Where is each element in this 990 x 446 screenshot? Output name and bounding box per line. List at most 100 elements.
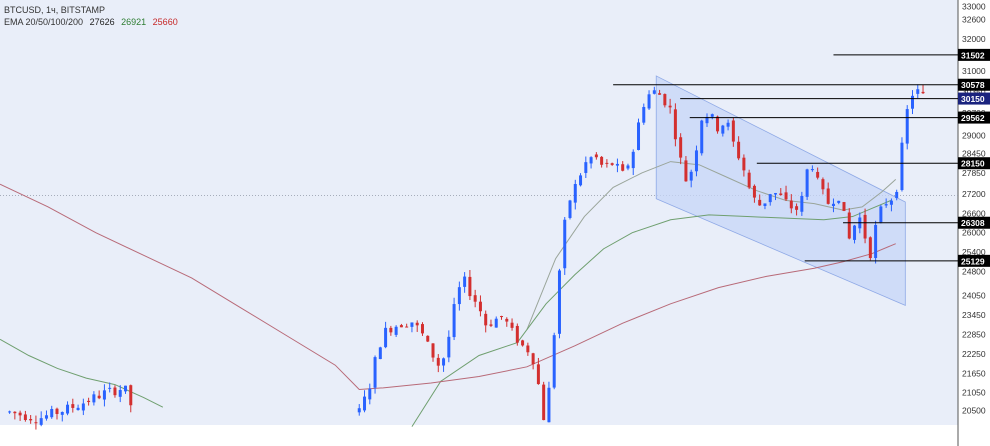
- y-tick-label: 26600: [962, 208, 986, 218]
- candle-body: [768, 194, 772, 203]
- candle-body: [378, 347, 382, 360]
- price-tag-30578: 30578: [961, 80, 985, 90]
- candle-body: [910, 95, 914, 109]
- candle-body: [800, 195, 804, 212]
- candle-body: [76, 407, 80, 411]
- candle-body: [573, 184, 577, 203]
- candle-body: [579, 175, 583, 186]
- ema-20-value: 27626: [89, 17, 115, 27]
- candle-body: [668, 105, 672, 108]
- price-tag-31502: 31502: [961, 50, 985, 60]
- candle-body: [626, 165, 630, 169]
- candle-body: [484, 313, 488, 326]
- candle-body: [81, 403, 85, 411]
- y-tick-label: 22850: [962, 330, 986, 340]
- candle-body: [410, 322, 414, 327]
- candle-body: [758, 199, 762, 206]
- candle-body: [673, 109, 677, 140]
- ema-legend-row: EMA 20/50/100/200 27626 26921 25660: [4, 16, 178, 28]
- price-tag-bg: [958, 48, 990, 61]
- candle-body: [463, 276, 467, 287]
- candle-body: [842, 202, 846, 211]
- candle-body: [129, 385, 133, 406]
- candle-body: [536, 364, 540, 385]
- candle-body: [684, 160, 688, 182]
- candle-body: [442, 358, 446, 366]
- candle-body: [399, 325, 403, 328]
- price-tag-25129: 25129: [961, 256, 985, 266]
- candle-body: [784, 192, 788, 200]
- candle-body: [737, 141, 741, 159]
- y-tick-label: 33000: [962, 1, 986, 11]
- candle-body: [600, 156, 604, 165]
- y-tick-label: 30350: [962, 87, 986, 97]
- candle-body: [97, 395, 101, 399]
- candle-body: [505, 318, 509, 322]
- candle-body: [663, 94, 667, 106]
- candle-body: [826, 188, 830, 204]
- candle-body: [900, 142, 904, 191]
- candle-body: [436, 357, 440, 366]
- candle-body: [647, 94, 651, 109]
- candle-body: [468, 276, 472, 297]
- candle-body: [55, 408, 59, 414]
- candle-body: [66, 404, 70, 414]
- candle-body: [50, 408, 54, 418]
- candle-body: [39, 418, 43, 425]
- candle-body: [563, 219, 567, 269]
- candle-body: [547, 387, 551, 423]
- candle-body: [721, 125, 725, 134]
- y-tick-label: 27850: [962, 168, 986, 178]
- candle-body: [373, 357, 377, 388]
- chart-legend: BTCUSD, 1ч, BITSTAMP EMA 20/50/100/200 2…: [4, 4, 178, 28]
- y-tick-label: 29000: [962, 131, 986, 141]
- candle-body: [605, 162, 609, 164]
- candle-body: [542, 384, 546, 421]
- candle-body: [8, 411, 12, 413]
- candle-body: [363, 396, 367, 411]
- candle-body: [368, 388, 372, 400]
- candle-body: [510, 322, 514, 328]
- price-tag-bg: [958, 92, 990, 105]
- candle-body: [71, 404, 75, 408]
- candle-body: [426, 335, 430, 342]
- candle-body: [610, 163, 614, 165]
- candle-body: [637, 122, 641, 150]
- candle-body: [895, 191, 899, 199]
- candle-body: [60, 412, 64, 415]
- candle-body: [44, 415, 48, 419]
- y-tick-label: 21650: [962, 368, 986, 378]
- candle-body: [594, 154, 598, 158]
- candle-body: [552, 335, 556, 388]
- candle-body: [102, 390, 106, 400]
- candle-body: [837, 200, 841, 203]
- price-tag-bg: [958, 216, 990, 229]
- y-tick-label: 21050: [962, 388, 986, 398]
- price-tag-26308: 26308: [961, 218, 985, 228]
- candle-body: [774, 193, 778, 195]
- candle-body: [13, 411, 17, 414]
- symbol-title: BTCUSD, 1ч, BITSTAMP: [4, 5, 106, 15]
- candle-body: [763, 203, 767, 206]
- y-tick-label: 31000: [962, 66, 986, 76]
- price-tag-bg: [958, 111, 990, 124]
- candle-body: [405, 326, 409, 328]
- ema-50-line-1: [411, 199, 892, 427]
- ema-20-line-0: [526, 161, 897, 330]
- candle-body: [779, 193, 783, 196]
- candle-body: [642, 106, 646, 123]
- candle-body: [34, 422, 38, 424]
- candle-body: [694, 150, 698, 172]
- candle-body: [879, 206, 883, 223]
- candle-body: [905, 109, 909, 144]
- candle-body: [29, 419, 33, 421]
- y-tick-label: 20500: [962, 405, 986, 415]
- y-tick-label: 27200: [962, 189, 986, 199]
- candle-body: [457, 287, 461, 305]
- candle-body: [705, 116, 709, 124]
- candle-body: [113, 387, 117, 396]
- ema-50-line-3: [0, 338, 164, 408]
- candle-body: [589, 157, 593, 164]
